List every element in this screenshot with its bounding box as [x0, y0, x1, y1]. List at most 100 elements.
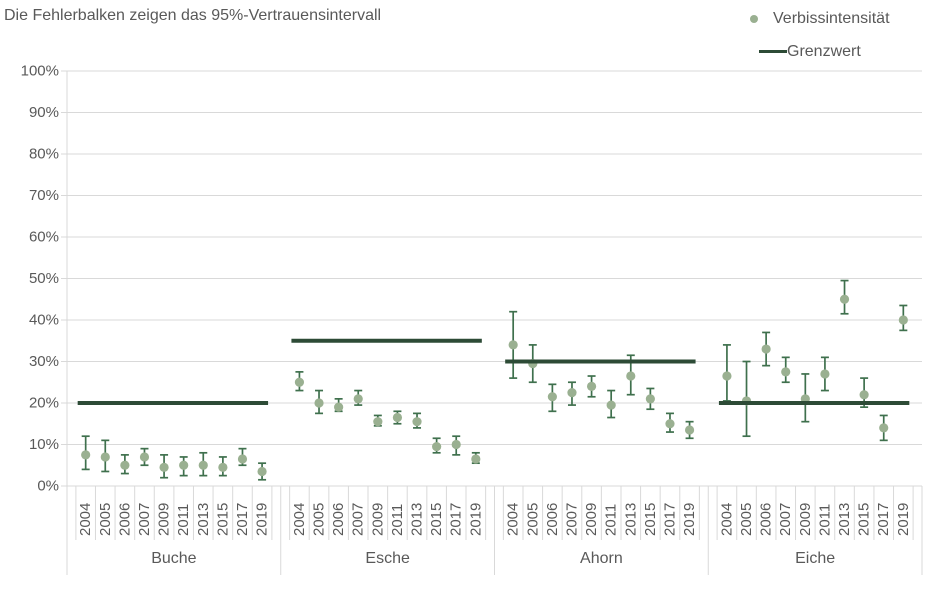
- year-label: 2015: [856, 503, 873, 536]
- year-label: 2005: [524, 503, 541, 536]
- chart-title: Die Fehlerbalken zeigen das 95%-Vertraue…: [4, 7, 382, 24]
- data-point: [373, 417, 383, 427]
- y-axis-label: 0%: [37, 478, 59, 495]
- data-point: [392, 412, 403, 423]
- year-label: 2011: [389, 504, 406, 536]
- data-point: [859, 390, 869, 400]
- data-point: [334, 402, 344, 412]
- year-label: 2004: [505, 503, 522, 536]
- year-label: 2005: [311, 503, 328, 536]
- y-axis-label: 10%: [29, 436, 59, 453]
- year-label: 2011: [175, 504, 192, 536]
- year-label: 2011: [816, 504, 833, 536]
- data-point: [761, 344, 771, 354]
- species-label: Eiche: [795, 550, 835, 567]
- data-point: [781, 367, 791, 377]
- year-label: 2007: [563, 503, 580, 536]
- data-point: [353, 394, 363, 404]
- legend-label-verbissintensitaet: Verbissintensität: [773, 9, 890, 27]
- point-marker-icon: [750, 14, 758, 23]
- year-label: 2006: [330, 503, 347, 536]
- y-axis-label: 90%: [29, 104, 59, 121]
- data-point: [451, 439, 461, 450]
- data-point: [626, 371, 636, 381]
- year-label: 2013: [195, 503, 212, 536]
- legend-item-grenzwert: Grenzwert: [741, 41, 890, 62]
- year-label: 2013: [409, 503, 426, 536]
- year-label: 2015: [214, 503, 231, 536]
- data-point: [100, 452, 110, 462]
- data-point: [508, 340, 518, 350]
- data-point: [722, 371, 732, 381]
- year-label: 2019: [681, 503, 698, 536]
- data-point: [567, 388, 577, 398]
- data-point: [684, 425, 695, 435]
- y-axis-label: 30%: [29, 353, 59, 370]
- data-point: [314, 398, 324, 408]
- year-label: 2006: [544, 503, 561, 536]
- y-axis-label: 40%: [29, 312, 59, 329]
- data-point: [898, 315, 908, 325]
- data-point: [471, 454, 481, 464]
- y-axis-label: 70%: [29, 187, 59, 204]
- legend-item-verbissintensitaet: Verbissintensität: [741, 8, 890, 29]
- data-point: [820, 369, 830, 379]
- data-point: [139, 452, 150, 462]
- y-axis-label: 80%: [29, 146, 59, 163]
- data-point: [237, 454, 248, 464]
- data-point: [179, 460, 189, 470]
- data-point: [81, 450, 91, 460]
- year-label: 2013: [836, 503, 853, 536]
- year-label: 2005: [97, 503, 114, 536]
- year-label: 2019: [467, 503, 484, 536]
- year-label: 2004: [291, 503, 308, 536]
- y-axis-label: 50%: [29, 270, 59, 287]
- data-point: [120, 460, 130, 470]
- year-label: 2007: [350, 503, 367, 536]
- year-label: 2006: [116, 503, 133, 536]
- y-axis-label: 60%: [29, 229, 59, 246]
- data-point: [218, 462, 228, 472]
- data-point: [586, 381, 597, 391]
- year-label: 2019: [254, 503, 271, 536]
- data-point: [432, 441, 442, 452]
- year-label: 2009: [583, 503, 600, 536]
- y-axis-label: 20%: [29, 395, 59, 412]
- data-point: [257, 466, 267, 477]
- year-label: 2009: [156, 503, 173, 536]
- species-label: Ahorn: [580, 550, 623, 567]
- year-label: 2004: [718, 503, 735, 536]
- data-point: [547, 392, 557, 402]
- year-label: 2017: [448, 503, 465, 536]
- data-point: [198, 460, 208, 470]
- data-point: [839, 294, 850, 304]
- year-label: 2011: [603, 504, 620, 536]
- year-label: 2017: [661, 503, 678, 536]
- data-point: [412, 417, 422, 427]
- legend-label-grenzwert: Grenzwert: [787, 42, 861, 60]
- year-label: 2017: [875, 503, 892, 536]
- year-label: 2009: [369, 503, 386, 536]
- year-label: 2015: [642, 503, 659, 536]
- year-label: 2013: [622, 503, 639, 536]
- year-label: 2007: [136, 503, 153, 536]
- line-marker-icon: [759, 50, 787, 53]
- year-label: 2015: [428, 503, 445, 536]
- data-point: [159, 462, 169, 472]
- legend: Verbissintensität Grenzwert: [741, 8, 890, 62]
- year-label: 2019: [895, 503, 912, 536]
- data-point: [665, 419, 675, 429]
- year-label: 2017: [234, 503, 251, 536]
- data-point: [645, 394, 655, 404]
- species-label: Buche: [151, 550, 196, 567]
- year-label: 2007: [777, 503, 794, 536]
- year-label: 2009: [797, 503, 814, 536]
- data-point: [294, 377, 305, 387]
- year-label: 2004: [77, 503, 94, 536]
- species-label: Esche: [365, 550, 410, 567]
- data-point: [606, 400, 616, 410]
- year-label: 2006: [758, 503, 775, 536]
- data-point: [879, 423, 889, 433]
- year-label: 2005: [738, 503, 755, 536]
